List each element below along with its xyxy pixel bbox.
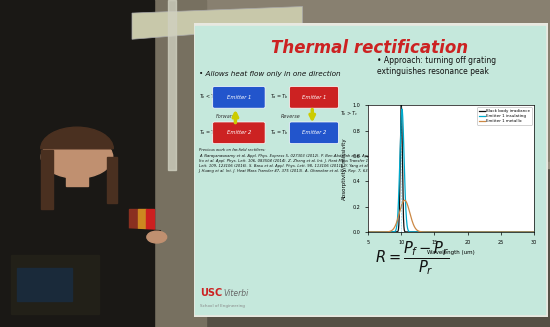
X-axis label: Wavelength (um): Wavelength (um) bbox=[427, 250, 475, 255]
Text: $T_a = T_b$: $T_a = T_b$ bbox=[271, 92, 289, 101]
Bar bbox=[154, 0, 550, 164]
Black body irradiance bbox=[496, 230, 502, 234]
Black body irradiance bbox=[526, 230, 533, 234]
Line: Black body irradiance: Black body irradiance bbox=[368, 105, 534, 232]
Black body irradiance bbox=[526, 230, 532, 234]
Emitter 1 metallic bbox=[373, 230, 380, 234]
Text: Emitter 1: Emitter 1 bbox=[227, 95, 251, 100]
Bar bbox=[138, 209, 146, 235]
Text: School of Engineering: School of Engineering bbox=[201, 303, 245, 308]
Bar bbox=[16, 268, 72, 301]
Emitter 1 insulating bbox=[526, 230, 533, 234]
Emitter 1 metallic bbox=[402, 198, 408, 202]
Text: Previous work on far-field rectifiers:
A. Narayanaswamy et al. Appl. Phys. Expre: Previous work on far-field rectifiers: A… bbox=[199, 148, 455, 173]
Black body irradiance bbox=[441, 230, 448, 234]
Text: Reverse: Reverse bbox=[281, 114, 300, 119]
Bar bbox=[11, 255, 99, 314]
Black body irradiance bbox=[373, 230, 380, 234]
Bar bbox=[154, 162, 550, 168]
Emitter 1 insulating bbox=[365, 230, 371, 234]
Text: Emitter 2: Emitter 2 bbox=[302, 130, 326, 135]
Bar bbox=[154, 164, 550, 327]
Bar bbox=[146, 209, 154, 235]
Circle shape bbox=[41, 136, 113, 178]
Text: $T_b < T_c$: $T_b < T_c$ bbox=[199, 92, 217, 101]
Emitter 1 insulating bbox=[441, 230, 448, 234]
Text: Viterbi: Viterbi bbox=[223, 289, 249, 298]
Emitter 1 insulating bbox=[531, 230, 537, 234]
FancyBboxPatch shape bbox=[213, 87, 265, 108]
Emitter 1 metallic bbox=[496, 230, 502, 234]
Polygon shape bbox=[132, 7, 302, 39]
Text: • Approach: turning off grating
extinguishes resonance peak: • Approach: turning off grating extingui… bbox=[377, 56, 496, 76]
Black body irradiance bbox=[365, 230, 371, 234]
Bar bbox=[94, 227, 161, 239]
Text: $T_a = T_b$: $T_a = T_b$ bbox=[199, 128, 217, 137]
Bar bbox=[107, 157, 117, 203]
Text: $T_b > T_c$: $T_b > T_c$ bbox=[340, 110, 358, 118]
Black body irradiance bbox=[446, 230, 452, 234]
Legend: Black body irradiance, Emitter 1 insulating, Emitter 1 metallic: Black body irradiance, Emitter 1 insulat… bbox=[477, 107, 532, 125]
Y-axis label: Absorptivity/Emissivity: Absorptivity/Emissivity bbox=[342, 137, 347, 200]
Emitter 1 insulating bbox=[446, 230, 452, 234]
Bar bbox=[129, 209, 138, 235]
Bar bbox=[195, 26, 544, 314]
Emitter 1 metallic bbox=[526, 230, 532, 234]
Text: $T_a = T_b$: $T_a = T_b$ bbox=[271, 128, 289, 136]
Black body irradiance bbox=[531, 230, 537, 234]
Emitter 1 insulating bbox=[480, 230, 487, 234]
Text: Emitter 2: Emitter 2 bbox=[227, 130, 251, 135]
Emitter 1 insulating bbox=[526, 230, 532, 234]
Emitter 1 insulating bbox=[496, 230, 502, 234]
Polygon shape bbox=[165, 56, 231, 167]
Black body irradiance bbox=[438, 230, 444, 234]
Text: $R = \dfrac{P_f - P_r}{P_r}$: $R = \dfrac{P_f - P_r}{P_r}$ bbox=[375, 239, 449, 277]
FancyBboxPatch shape bbox=[213, 122, 265, 144]
Bar bbox=[154, 0, 206, 327]
FancyBboxPatch shape bbox=[289, 87, 338, 108]
FancyBboxPatch shape bbox=[289, 122, 338, 144]
Black body irradiance bbox=[398, 103, 405, 107]
Circle shape bbox=[147, 231, 167, 243]
Emitter 1 metallic bbox=[446, 230, 452, 234]
Text: • Allows heat flow only in one direction: • Allows heat flow only in one direction bbox=[199, 71, 340, 77]
Emitter 1 metallic bbox=[531, 230, 537, 234]
Emitter 1 insulating bbox=[399, 107, 405, 111]
Emitter 1 insulating bbox=[373, 230, 380, 234]
Wedge shape bbox=[41, 127, 113, 149]
Bar bbox=[41, 150, 53, 209]
Text: Forward: Forward bbox=[216, 114, 236, 119]
Text: Emitter 1: Emitter 1 bbox=[302, 95, 326, 100]
Bar bbox=[168, 0, 176, 170]
Line: Emitter 1 insulating: Emitter 1 insulating bbox=[368, 109, 534, 232]
Bar bbox=[194, 23, 548, 317]
Text: USC: USC bbox=[201, 288, 223, 298]
Emitter 1 metallic bbox=[365, 230, 371, 234]
Emitter 1 metallic bbox=[441, 230, 448, 234]
Bar bbox=[0, 0, 154, 327]
Line: Emitter 1 metallic: Emitter 1 metallic bbox=[368, 200, 534, 232]
Text: Thermal rectification: Thermal rectification bbox=[271, 39, 469, 57]
Bar bbox=[66, 167, 88, 186]
Bar bbox=[33, 173, 132, 311]
Emitter 1 metallic bbox=[526, 230, 532, 234]
